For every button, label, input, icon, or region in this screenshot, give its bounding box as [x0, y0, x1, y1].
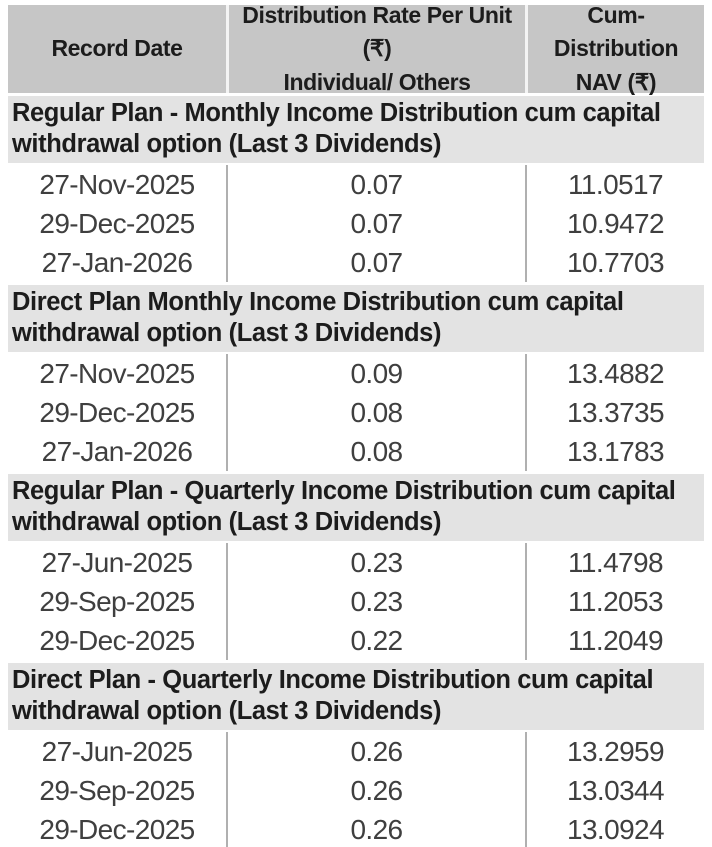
- section-title-line2: withdrawal option (Last 3 Dividends): [12, 130, 442, 158]
- nav-cell: 11.4798: [525, 543, 704, 582]
- rate-cell: 0.09: [226, 354, 525, 393]
- record-date-cell: 29-Sep-2025: [39, 585, 195, 617]
- table-row: 29-Sep-2025 0.26 13.0344: [8, 771, 704, 810]
- rate-cell: 0.22: [226, 621, 525, 660]
- section-title-line1: Direct Plan Monthly Income Distribution …: [12, 288, 624, 316]
- rate-cell: 0.08: [226, 393, 525, 432]
- table-row: 27-Nov-2025 0.09 13.4882: [8, 354, 704, 393]
- section-title-line2: withdrawal option (Last 3 Dividends): [12, 697, 442, 725]
- record-date-cell: 27-Jan-2026: [41, 246, 193, 278]
- section-title-line2: withdrawal option (Last 3 Dividends): [12, 508, 442, 536]
- section-direct-monthly: Direct Plan Monthly Income Distribution …: [8, 285, 704, 471]
- header-record-date-label: Record Date: [51, 35, 183, 62]
- record-date-cell: 27-Nov-2025: [39, 357, 195, 389]
- rate-cell: 0.07: [226, 165, 525, 204]
- table-header-row: Record Date Distribution Rate Per Unit (…: [8, 2, 704, 95]
- table-row: 27-Jan-2026 0.07 10.7703: [8, 243, 704, 282]
- section-rows: 27-Nov-2025 0.09 13.4882 29-Dec-2025 0.0…: [8, 354, 704, 471]
- header-distribution-rate-line2: Individual/ Others: [283, 68, 471, 95]
- nav-cell: 13.0924: [525, 810, 704, 847]
- nav-cell: 13.1783: [525, 432, 704, 471]
- section-regular-monthly: Regular Plan - Monthly Income Distributi…: [8, 96, 704, 282]
- record-date-cell: 29-Dec-2025: [39, 396, 195, 428]
- nav-cell: 13.4882: [525, 354, 704, 393]
- section-rows: 27-Jun-2025 0.23 11.4798 29-Sep-2025 0.2…: [8, 543, 704, 660]
- nav-cell: 11.2053: [525, 582, 704, 621]
- header-record-date: Record Date: [8, 5, 226, 93]
- rate-cell: 0.07: [226, 243, 525, 282]
- record-date-cell: 27-Jan-2026: [41, 435, 193, 467]
- section-title: Regular Plan - Monthly Income Distributi…: [8, 96, 704, 163]
- section-rows: 27-Nov-2025 0.07 11.0517 29-Dec-2025 0.0…: [8, 165, 704, 282]
- record-date-cell: 29-Dec-2025: [39, 207, 195, 239]
- distribution-table: Record Date Distribution Rate Per Unit (…: [8, 2, 704, 847]
- section-title-line1: Direct Plan - Quarterly Income Distribut…: [12, 666, 654, 694]
- nav-cell: 10.7703: [525, 243, 704, 282]
- section-regular-quarterly: Regular Plan - Quarterly Income Distribu…: [8, 474, 704, 660]
- rate-cell: 0.26: [226, 810, 525, 847]
- table-row: 29-Dec-2025 0.22 11.2049: [8, 621, 704, 660]
- rate-cell: 0.23: [226, 543, 525, 582]
- record-date-cell: 27-Nov-2025: [39, 168, 195, 200]
- nav-cell: 13.0344: [525, 771, 704, 810]
- section-title: Direct Plan Monthly Income Distribution …: [8, 285, 704, 352]
- nav-cell: 10.9472: [525, 204, 704, 243]
- nav-cell: 11.0517: [525, 165, 704, 204]
- rate-cell: 0.26: [226, 732, 525, 771]
- header-cum-distribution-line2: NAV (₹): [575, 68, 657, 95]
- table-row: 27-Nov-2025 0.07 11.0517: [8, 165, 704, 204]
- header-distribution-rate: Distribution Rate Per Unit (₹) Individua…: [226, 2, 525, 95]
- table-row: 27-Jun-2025 0.26 13.2959: [8, 732, 704, 771]
- rate-cell: 0.23: [226, 582, 525, 621]
- section-title-line1: Regular Plan - Monthly Income Distributi…: [12, 99, 661, 127]
- section-rows: 27-Jun-2025 0.26 13.2959 29-Sep-2025 0.2…: [8, 732, 704, 847]
- section-title: Direct Plan - Quarterly Income Distribut…: [8, 663, 704, 730]
- record-date-cell: 29-Dec-2025: [39, 813, 195, 845]
- nav-cell: 13.2959: [525, 732, 704, 771]
- table-row: 29-Sep-2025 0.23 11.2053: [8, 582, 704, 621]
- nav-cell: 13.3735: [525, 393, 704, 432]
- section-title: Regular Plan - Quarterly Income Distribu…: [8, 474, 704, 541]
- record-date-cell: 29-Sep-2025: [39, 774, 195, 806]
- header-cum-distribution-line1: Cum-Distribution: [553, 1, 679, 62]
- nav-cell: 11.2049: [525, 621, 704, 660]
- rate-cell: 0.26: [226, 771, 525, 810]
- header-distribution-rate-line1: Distribution Rate Per Unit (₹): [242, 1, 512, 62]
- header-cum-distribution-nav: Cum-Distribution NAV (₹): [525, 2, 704, 95]
- record-date-cell: 27-Jun-2025: [41, 735, 193, 767]
- record-date-cell: 27-Jun-2025: [41, 546, 193, 578]
- rate-cell: 0.07: [226, 204, 525, 243]
- section-title-line2: withdrawal option (Last 3 Dividends): [12, 319, 442, 347]
- table-row: 29-Dec-2025 0.26 13.0924: [8, 810, 704, 847]
- table-row: 27-Jan-2026 0.08 13.1783: [8, 432, 704, 471]
- table-row: 27-Jun-2025 0.23 11.4798: [8, 543, 704, 582]
- table-row: 29-Dec-2025 0.08 13.3735: [8, 393, 704, 432]
- record-date-cell: 29-Dec-2025: [39, 624, 195, 656]
- rate-cell: 0.08: [226, 432, 525, 471]
- section-title-line1: Regular Plan - Quarterly Income Distribu…: [12, 477, 676, 505]
- table-row: 29-Dec-2025 0.07 10.9472: [8, 204, 704, 243]
- section-direct-quarterly: Direct Plan - Quarterly Income Distribut…: [8, 663, 704, 847]
